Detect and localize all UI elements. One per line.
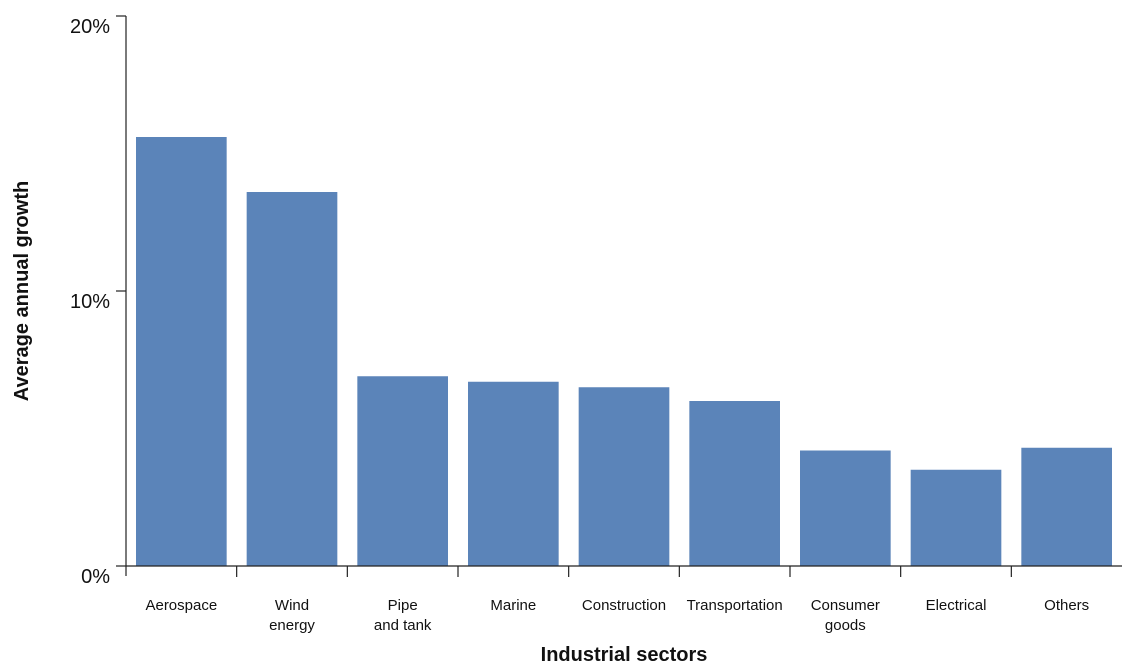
- bar-construction: [578, 387, 670, 566]
- x-tick-label: Aerospace: [145, 597, 217, 614]
- bar-pipe-and-tank: [357, 376, 448, 566]
- axes-group: [125, 16, 1122, 576]
- y-ticks-group: 0% 10% 20%: [70, 15, 126, 588]
- x-axis-title: Industrial sectors: [541, 644, 708, 666]
- bar-marine: [468, 381, 559, 566]
- x-tick-label: Pipe and tank: [374, 597, 432, 634]
- y-tick-label: 10%: [70, 291, 110, 313]
- bar-others: [1021, 447, 1112, 566]
- bar-electrical: [910, 469, 1002, 566]
- y-tick-label: 0%: [81, 566, 110, 588]
- bar-transportation: [689, 401, 780, 566]
- bars-group: [136, 137, 1112, 566]
- y-axis-title: Average annual growth: [11, 181, 33, 401]
- bar-aerospace: [136, 137, 227, 566]
- x-tick-label: Others: [1044, 597, 1089, 614]
- x-tick-label: Transportation: [687, 597, 783, 614]
- x-ticks-group: Aerospace Wind energy Pipe and tank Marine Con…: [145, 566, 1089, 634]
- bar-consumer-goods: [800, 450, 891, 566]
- y-tick-label: 20%: [70, 16, 110, 38]
- x-tick-label: Construction: [582, 597, 666, 614]
- x-tick-label: Wind energy: [269, 597, 315, 634]
- x-tick-label: Marine: [490, 597, 536, 614]
- x-tick-label: Consumer goods: [811, 597, 880, 634]
- bar-wind-energy: [246, 192, 338, 566]
- x-tick-label: Electrical: [926, 597, 987, 614]
